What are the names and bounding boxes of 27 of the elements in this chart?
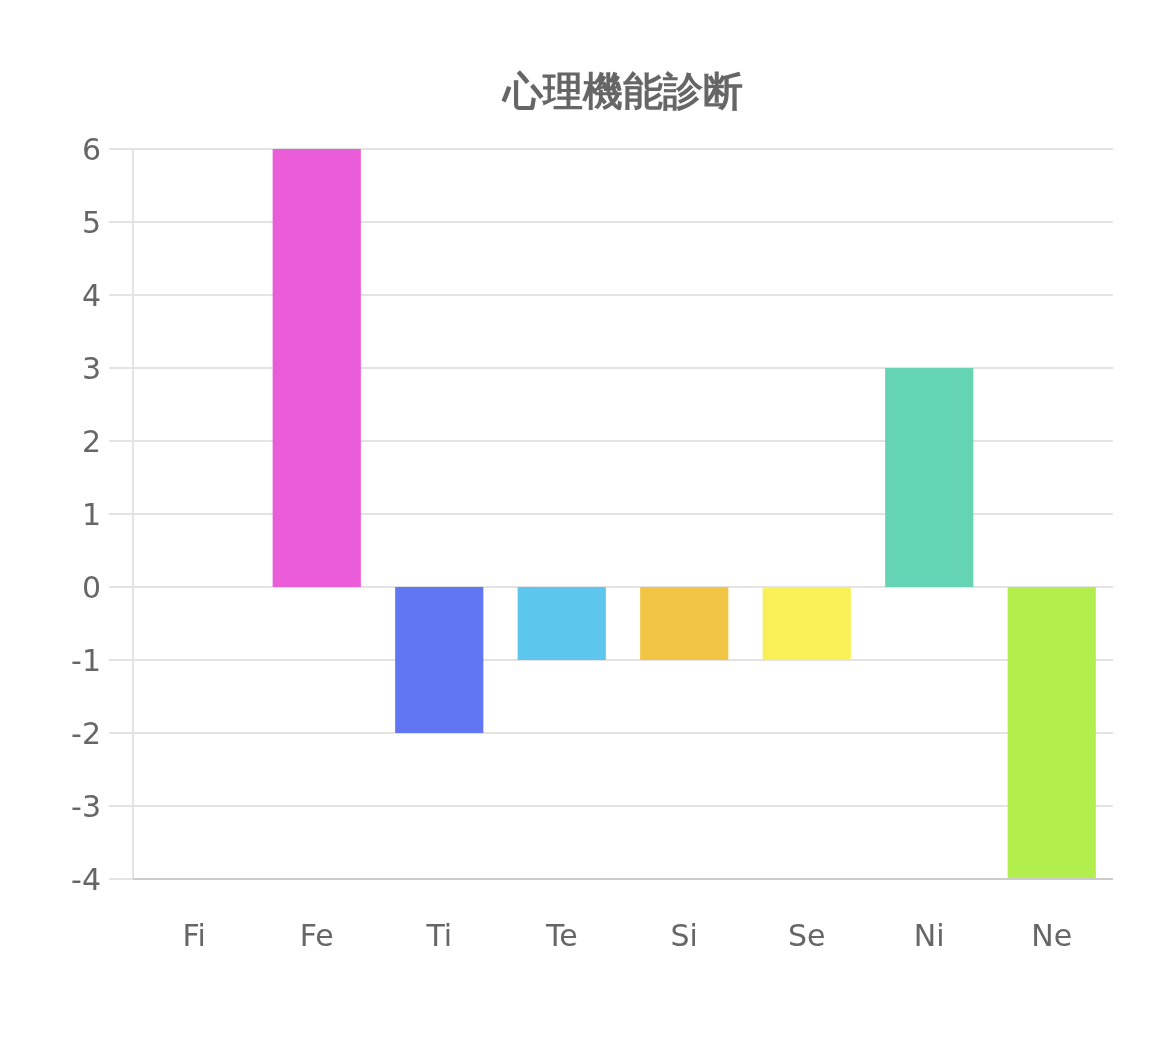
x-tick-label: Ni: [913, 918, 945, 953]
bar: [640, 587, 729, 660]
bar: [762, 587, 851, 660]
y-tick-label: 6: [81, 132, 101, 167]
y-tick-label: 3: [81, 351, 101, 386]
x-tick-label: Ne: [1031, 918, 1073, 953]
x-tick-label: Te: [544, 918, 578, 953]
x-tick-label: Fi: [182, 918, 206, 953]
y-tick-label: -3: [71, 789, 101, 824]
y-tick-label: 4: [81, 278, 101, 313]
y-tick-label: 1: [81, 497, 101, 532]
chart-title: 心理機能診断: [501, 68, 743, 114]
y-tick-label: 2: [81, 424, 101, 459]
x-tick-label: Se: [788, 918, 826, 953]
bar: [1007, 587, 1096, 879]
y-tick-label: -1: [71, 643, 101, 678]
y-tick-label: -4: [71, 862, 101, 897]
y-tick-label: -2: [71, 716, 101, 751]
bar: [395, 587, 484, 733]
y-tick-label: 0: [81, 570, 101, 605]
bar: [517, 587, 606, 660]
x-tick-label: Fe: [299, 918, 334, 953]
bar: [272, 149, 361, 587]
x-tick-label: Ti: [425, 918, 453, 953]
x-tick-label: Si: [670, 918, 698, 953]
bar: [885, 368, 974, 587]
y-tick-label: 5: [81, 205, 101, 240]
